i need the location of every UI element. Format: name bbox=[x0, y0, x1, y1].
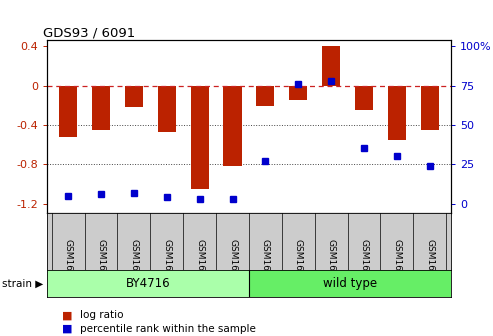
Bar bbox=[59, 86, 77, 137]
Bar bbox=[158, 86, 176, 132]
Bar bbox=[355, 86, 373, 110]
Bar bbox=[223, 86, 242, 166]
Text: BY4716: BY4716 bbox=[126, 278, 170, 290]
Text: GSM1649: GSM1649 bbox=[425, 239, 434, 283]
Text: GSM1641: GSM1641 bbox=[294, 239, 303, 283]
Text: ■: ■ bbox=[62, 310, 72, 320]
Text: GSM1632: GSM1632 bbox=[162, 239, 171, 283]
Bar bbox=[92, 86, 110, 130]
Bar bbox=[47, 270, 249, 297]
Text: wild type: wild type bbox=[323, 278, 377, 290]
Text: strain ▶: strain ▶ bbox=[2, 279, 44, 289]
Text: GDS93 / 6091: GDS93 / 6091 bbox=[43, 26, 135, 39]
Text: GSM1631: GSM1631 bbox=[130, 239, 139, 283]
Text: GSM1630: GSM1630 bbox=[97, 239, 106, 283]
Text: GSM1639: GSM1639 bbox=[228, 239, 237, 283]
Bar bbox=[249, 270, 451, 297]
Bar bbox=[256, 86, 275, 106]
Text: GSM1640: GSM1640 bbox=[261, 239, 270, 283]
Text: percentile rank within the sample: percentile rank within the sample bbox=[80, 324, 256, 334]
Bar bbox=[322, 46, 340, 86]
Bar bbox=[421, 86, 439, 130]
Text: GSM1643: GSM1643 bbox=[359, 239, 368, 283]
Bar bbox=[191, 86, 209, 189]
Bar bbox=[388, 86, 406, 140]
Bar bbox=[125, 86, 143, 107]
Text: GSM1633: GSM1633 bbox=[195, 239, 204, 283]
Text: GSM1642: GSM1642 bbox=[327, 239, 336, 282]
Text: ■: ■ bbox=[62, 324, 72, 334]
Text: GSM1629: GSM1629 bbox=[64, 239, 72, 283]
Bar bbox=[289, 86, 307, 100]
Text: GSM1648: GSM1648 bbox=[392, 239, 401, 283]
Text: log ratio: log ratio bbox=[80, 310, 124, 320]
